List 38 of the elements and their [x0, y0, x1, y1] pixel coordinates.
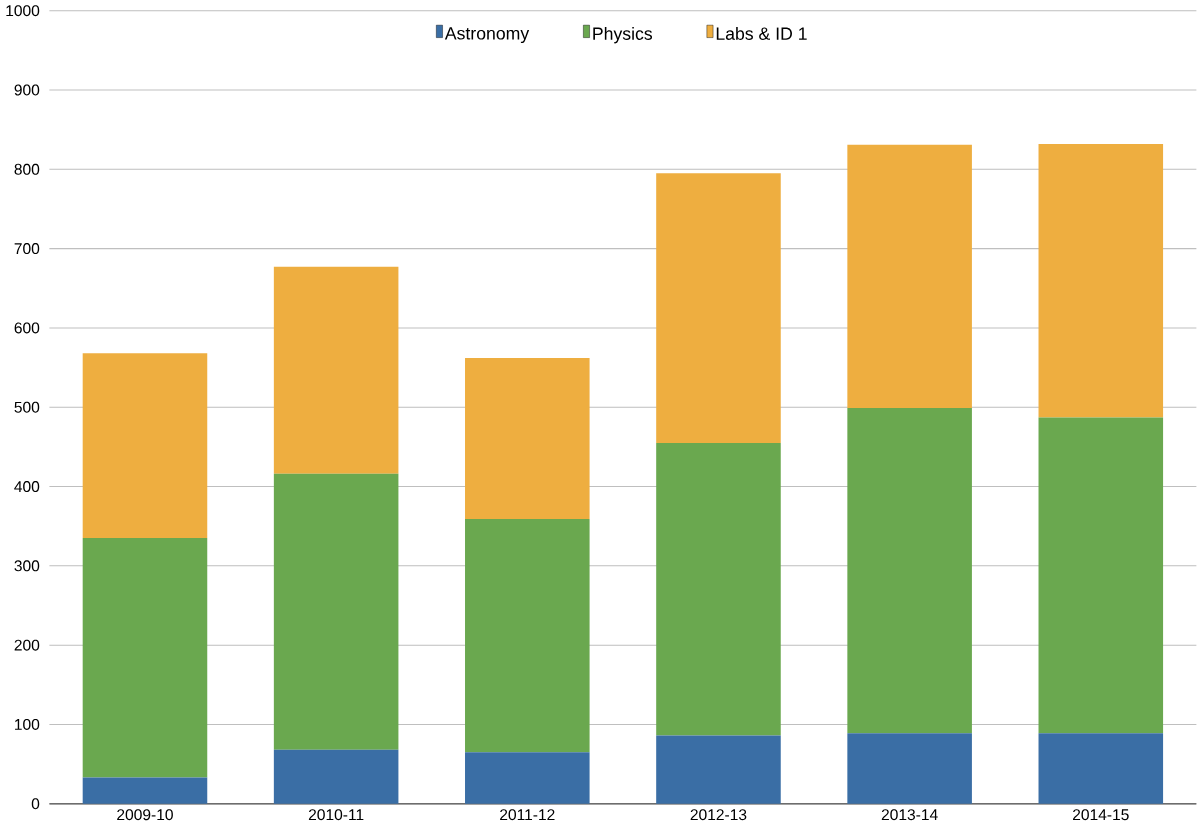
x-tick-label: 2010-11 [308, 808, 364, 820]
bar [273, 473, 399, 750]
bar [1038, 143, 1164, 418]
y-tick-label: 100 [15, 718, 40, 730]
bar [656, 173, 781, 443]
y-tick-label: 700 [14, 242, 40, 254]
bar [656, 442, 781, 736]
bar [1038, 732, 1164, 804]
bar [465, 752, 590, 804]
x-tick-label: 2013-14 [881, 808, 938, 820]
y-tick-label: 600 [14, 322, 40, 334]
x-tick-label: 2012-13 [690, 808, 747, 820]
bar [847, 144, 972, 408]
y-tick-label: 400 [14, 480, 40, 492]
bar [465, 518, 590, 753]
bar [465, 357, 590, 519]
legend-label: Labs & ID 1 [716, 26, 807, 40]
bar [273, 749, 399, 804]
bar [847, 407, 972, 733]
x-tick-label: 2014-15 [1073, 808, 1129, 820]
x-tick-label: 2009-10 [117, 808, 173, 820]
y-tick-label: 500 [14, 401, 40, 413]
bar [1038, 417, 1164, 733]
bar [82, 537, 208, 778]
legend-label: Astronomy [444, 27, 530, 43]
y-tick-label: 1000 [6, 4, 40, 17]
bar [847, 732, 972, 804]
y-tick-label: 0 [31, 798, 40, 810]
y-tick-label: 300 [14, 560, 40, 572]
bar [82, 353, 208, 538]
y-tick-label: 900 [14, 84, 40, 96]
bar [656, 735, 781, 804]
y-tick-label: 200 [14, 639, 40, 651]
bar [82, 777, 208, 804]
legend-label: Physics [593, 26, 653, 44]
y-tick-label: 800 [14, 163, 40, 175]
x-tick-label: 2011-12 [500, 808, 555, 820]
bar [273, 266, 399, 474]
